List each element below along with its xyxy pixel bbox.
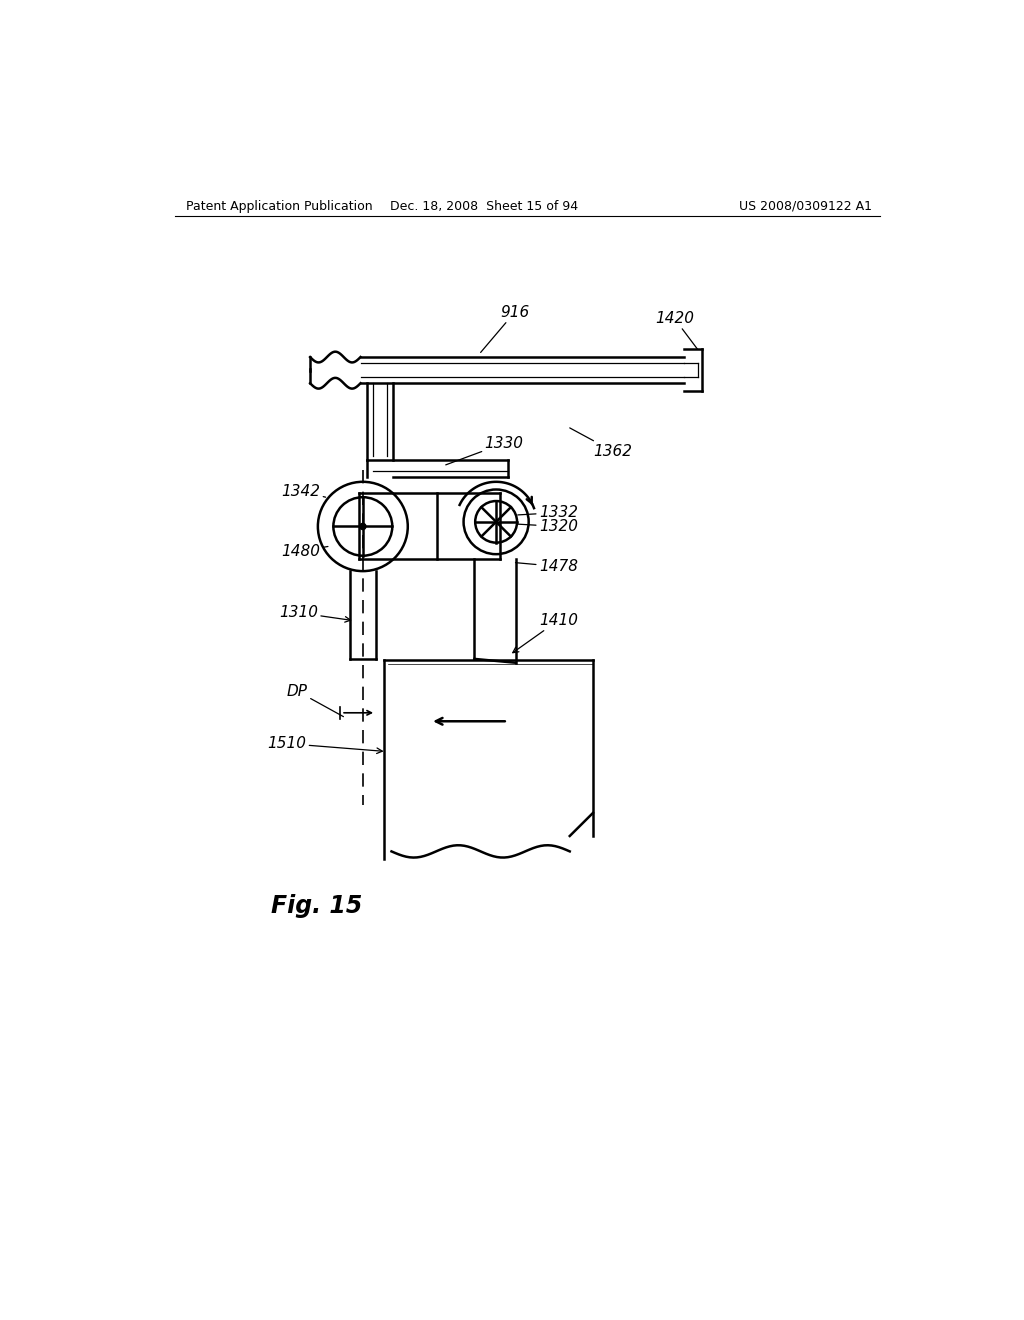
Text: US 2008/0309122 A1: US 2008/0309122 A1 — [739, 199, 872, 213]
Text: 1332: 1332 — [518, 506, 578, 520]
Circle shape — [359, 523, 366, 529]
Text: 1410: 1410 — [513, 612, 578, 652]
Text: DP: DP — [287, 684, 343, 717]
Text: 1478: 1478 — [515, 558, 578, 574]
Text: 1362: 1362 — [569, 428, 632, 458]
Text: 1510: 1510 — [267, 737, 382, 754]
Text: 1480: 1480 — [282, 544, 328, 558]
Text: Fig. 15: Fig. 15 — [271, 894, 362, 917]
Text: 1330: 1330 — [445, 436, 523, 465]
Text: Patent Application Publication: Patent Application Publication — [186, 199, 373, 213]
Text: 1320: 1320 — [518, 519, 578, 535]
Text: Dec. 18, 2008  Sheet 15 of 94: Dec. 18, 2008 Sheet 15 of 94 — [390, 199, 579, 213]
Text: 1342: 1342 — [282, 483, 326, 499]
Text: 1310: 1310 — [280, 605, 350, 622]
Text: 916: 916 — [480, 305, 529, 352]
Text: 1420: 1420 — [655, 312, 697, 350]
